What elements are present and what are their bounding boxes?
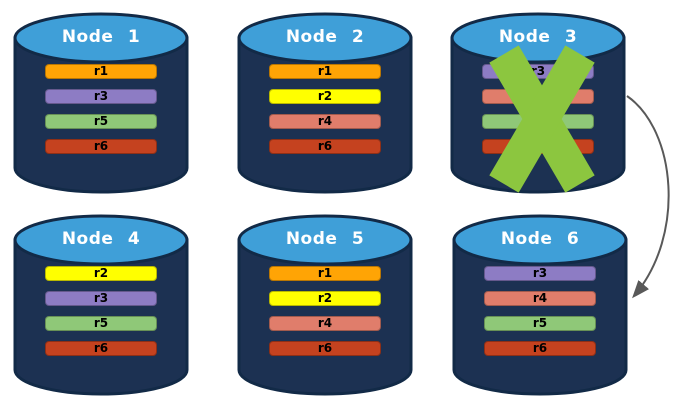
replica-bar-r5: r5 bbox=[484, 316, 596, 331]
replica-bar-r4: r4 bbox=[269, 316, 381, 331]
replica-bar-r1: r1 bbox=[269, 266, 381, 281]
node-5: Node 5 r1 r2 r4 r6 bbox=[237, 212, 413, 398]
failure-x-icon bbox=[489, 45, 595, 193]
replica-bar-r3: r3 bbox=[45, 89, 157, 104]
replica-bar-r3: r3 bbox=[484, 266, 596, 281]
node-title: Node 2 bbox=[285, 27, 365, 47]
replica-bar-r5: r5 bbox=[45, 316, 157, 331]
replica-list: r3 r4 r5 r6 bbox=[484, 266, 596, 366]
replica-bar-r4: r4 bbox=[484, 291, 596, 306]
replica-bar-r6: r6 bbox=[269, 341, 381, 356]
replica-bar-r6: r6 bbox=[45, 341, 157, 356]
node-title: Node 6 bbox=[500, 229, 580, 249]
node-1: Node 1 r1 r3 r5 r6 bbox=[13, 10, 189, 196]
replica-list: r2 r3 r5 r6 bbox=[45, 266, 157, 366]
replica-bar-r5: r5 bbox=[45, 114, 157, 129]
node-4: Node 4 r2 r3 r5 r6 bbox=[13, 212, 189, 398]
node-title: Node 4 bbox=[61, 229, 141, 249]
replica-bar-r2: r2 bbox=[269, 291, 381, 306]
node-title: Node 3 bbox=[498, 27, 578, 47]
replica-bar-r4: r4 bbox=[269, 114, 381, 129]
replica-bar-r2: r2 bbox=[269, 89, 381, 104]
replica-bar-r6: r6 bbox=[45, 139, 157, 154]
node-title: Node 5 bbox=[285, 229, 365, 249]
replica-bar-r1: r1 bbox=[45, 64, 157, 79]
replica-list: r1 r2 r4 r6 bbox=[269, 266, 381, 366]
node-2: Node 2 r1 r2 r4 r6 bbox=[237, 10, 413, 196]
replica-bar-r3: r3 bbox=[45, 291, 157, 306]
replica-list: r1 r2 r4 r6 bbox=[269, 64, 381, 164]
replica-bar-r6: r6 bbox=[484, 341, 596, 356]
node-title: Node 1 bbox=[61, 27, 141, 47]
replica-bar-r2: r2 bbox=[45, 266, 157, 281]
node-6: Node 6 r3 r4 r5 r6 bbox=[452, 212, 628, 398]
failover-arrow-path bbox=[626, 95, 670, 299]
replica-bar-r6: r6 bbox=[269, 139, 381, 154]
replica-list: r1 r3 r5 r6 bbox=[45, 64, 157, 164]
replica-bar-r1: r1 bbox=[269, 64, 381, 79]
